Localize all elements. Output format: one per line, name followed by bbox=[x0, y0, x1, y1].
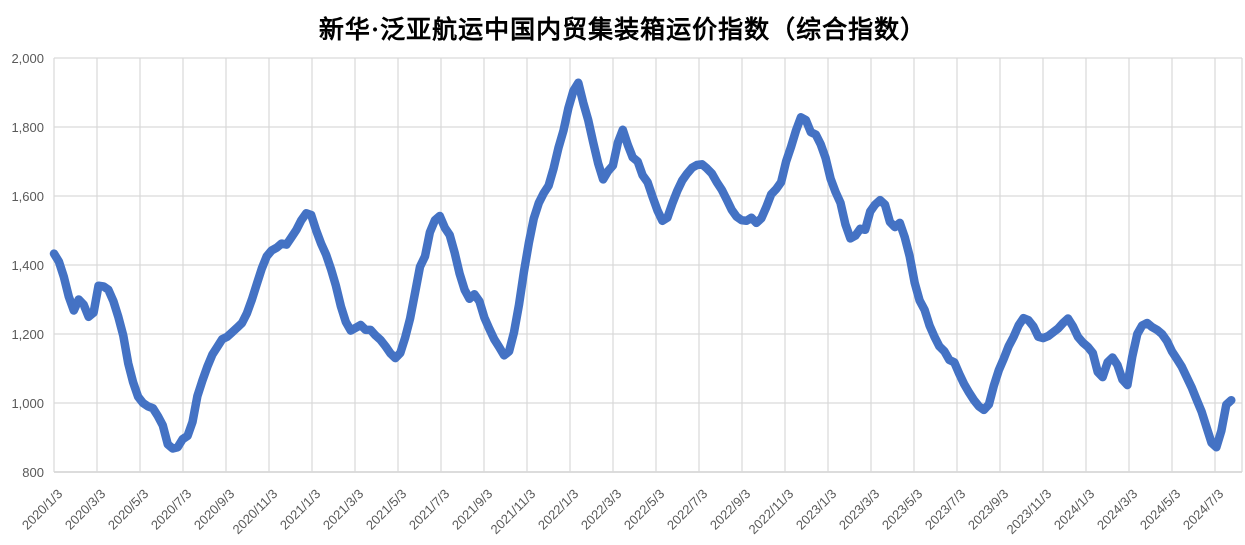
y-axis-tick-label: 1,800 bbox=[11, 119, 44, 135]
data-series-line bbox=[49, 78, 1236, 453]
y-axis-tick-label: 1,400 bbox=[11, 257, 44, 273]
y-axis-tick-label: 800 bbox=[22, 464, 44, 480]
y-axis-tick-label: 1,200 bbox=[11, 326, 44, 342]
y-axis-tick-label: 1,000 bbox=[11, 395, 44, 411]
chart-title: 新华·泛亚航运中国内贸集装箱运价指数（综合指数） bbox=[318, 17, 927, 44]
y-axis-tick-label: 2,000 bbox=[11, 50, 44, 66]
y-axis-tick-label: 1,600 bbox=[11, 188, 44, 204]
